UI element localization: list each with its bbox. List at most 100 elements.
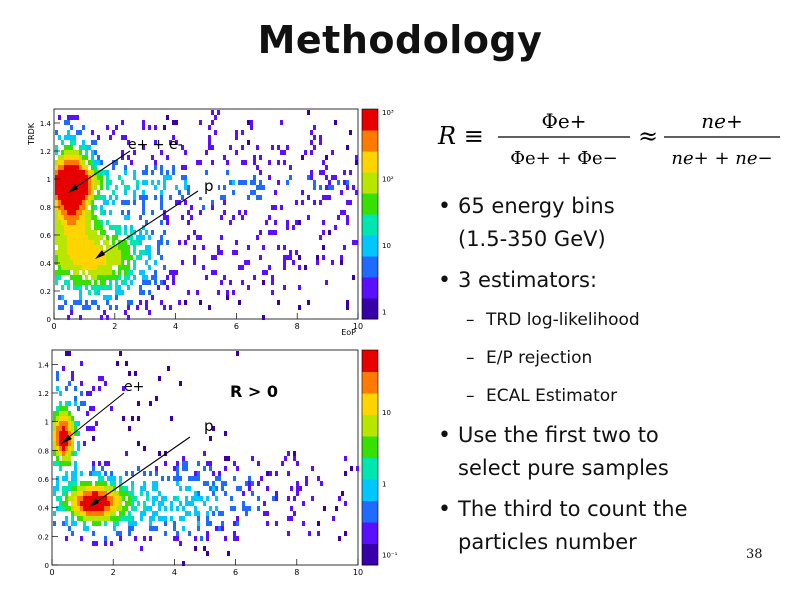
histogram-bin bbox=[62, 406, 65, 411]
histogram-bin bbox=[259, 185, 262, 190]
colorbar-step bbox=[362, 277, 378, 299]
histogram-bin bbox=[298, 255, 301, 260]
histogram-bin bbox=[137, 416, 140, 421]
histogram-bin bbox=[268, 230, 271, 235]
histogram-bin bbox=[124, 135, 127, 140]
histogram-bin bbox=[53, 486, 56, 491]
histogram-bin bbox=[289, 175, 292, 180]
histogram-bin bbox=[259, 155, 262, 160]
histogram-bin bbox=[112, 270, 115, 275]
histogram-bin bbox=[331, 260, 334, 265]
histogram-bin bbox=[271, 205, 274, 210]
histogram-bin bbox=[100, 265, 103, 270]
histogram-bin bbox=[65, 471, 68, 476]
x-tick-label: 4 bbox=[172, 568, 177, 577]
histogram-bin bbox=[55, 250, 58, 255]
histogram-bin bbox=[214, 115, 217, 120]
histogram-bin bbox=[67, 175, 70, 180]
histogram-bin bbox=[355, 160, 358, 165]
histogram-bin bbox=[85, 285, 88, 290]
histogram-bin bbox=[137, 401, 140, 406]
histogram-bin bbox=[98, 501, 101, 506]
histogram-bin bbox=[82, 125, 85, 130]
histogram-bin bbox=[206, 461, 209, 466]
histogram-bin bbox=[113, 521, 116, 526]
histogram-bin bbox=[208, 145, 211, 150]
histogram-bin bbox=[194, 476, 197, 481]
x-tick-label: 10 bbox=[353, 568, 363, 577]
histogram-bin bbox=[172, 170, 175, 175]
histogram-bin bbox=[76, 205, 79, 210]
histogram-bin bbox=[247, 140, 250, 145]
histogram-bin bbox=[85, 300, 88, 305]
histogram-bin bbox=[295, 220, 298, 225]
histogram-bin bbox=[67, 255, 70, 260]
histogram-bin bbox=[109, 135, 112, 140]
histogram-bin bbox=[97, 220, 100, 225]
histogram-bin bbox=[85, 305, 88, 310]
p-label-bg bbox=[196, 175, 218, 197]
histogram-bin bbox=[113, 476, 116, 481]
histogram-bin bbox=[158, 501, 161, 506]
histogram-bin bbox=[62, 521, 65, 526]
histogram-bin bbox=[106, 250, 109, 255]
histogram-bin bbox=[121, 250, 124, 255]
histogram-bin bbox=[109, 180, 112, 185]
histogram-bin bbox=[71, 496, 74, 501]
x-tick-label: 0 bbox=[51, 322, 56, 331]
histogram-bin bbox=[287, 531, 290, 536]
histogram-bin bbox=[122, 486, 125, 491]
histogram-bin bbox=[146, 491, 149, 496]
histogram-bin bbox=[191, 501, 194, 506]
histogram-bin bbox=[122, 416, 125, 421]
histogram-bin bbox=[205, 275, 208, 280]
histogram-bin bbox=[190, 215, 193, 220]
histogram-bin bbox=[131, 481, 134, 486]
histogram-bin bbox=[76, 130, 79, 135]
histogram-bin bbox=[274, 205, 277, 210]
histogram-bin bbox=[194, 546, 197, 551]
histogram-bin bbox=[247, 285, 250, 290]
histogram-bin bbox=[115, 255, 118, 260]
histogram-bin bbox=[206, 511, 209, 516]
histogram-bin bbox=[149, 521, 152, 526]
histogram-bin bbox=[266, 471, 269, 476]
histogram-bin bbox=[133, 150, 136, 155]
histogram-bin bbox=[143, 536, 146, 541]
histogram-bin bbox=[127, 250, 130, 255]
histogram-bin bbox=[70, 210, 73, 215]
histogram-bin bbox=[310, 150, 313, 155]
histogram-bin bbox=[274, 230, 277, 235]
histogram-bin bbox=[100, 185, 103, 190]
histogram-bin bbox=[86, 496, 89, 501]
histogram-bin bbox=[352, 185, 355, 190]
histogram-bin bbox=[113, 526, 116, 531]
histogram-bin bbox=[277, 180, 280, 185]
histogram-bin bbox=[166, 115, 169, 120]
histogram-bin bbox=[271, 275, 274, 280]
histogram-bin bbox=[104, 511, 107, 516]
histogram-bin bbox=[269, 471, 272, 476]
histogram-bin bbox=[82, 265, 85, 270]
histogram-bin bbox=[136, 180, 139, 185]
histogram-bin bbox=[68, 481, 71, 486]
histogram-bin bbox=[94, 150, 97, 155]
histogram-bin bbox=[160, 235, 163, 240]
histogram-bin bbox=[142, 250, 145, 255]
histogram-bin bbox=[76, 160, 79, 165]
histogram-bin bbox=[131, 501, 134, 506]
histogram-bin bbox=[91, 230, 94, 235]
histogram-bin bbox=[160, 205, 163, 210]
histogram-bin bbox=[121, 210, 124, 215]
histogram-bin bbox=[104, 521, 107, 526]
histogram-bin bbox=[97, 305, 100, 310]
histogram-bin bbox=[127, 200, 130, 205]
histogram-bin bbox=[289, 165, 292, 170]
histogram-bin bbox=[110, 506, 113, 511]
histogram-bin bbox=[64, 205, 67, 210]
histogram-bin bbox=[128, 371, 131, 376]
histogram-bin bbox=[58, 200, 61, 205]
histogram-bin bbox=[113, 486, 116, 491]
histogram-bin bbox=[70, 135, 73, 140]
annotation-p-bottom: p bbox=[204, 417, 214, 435]
